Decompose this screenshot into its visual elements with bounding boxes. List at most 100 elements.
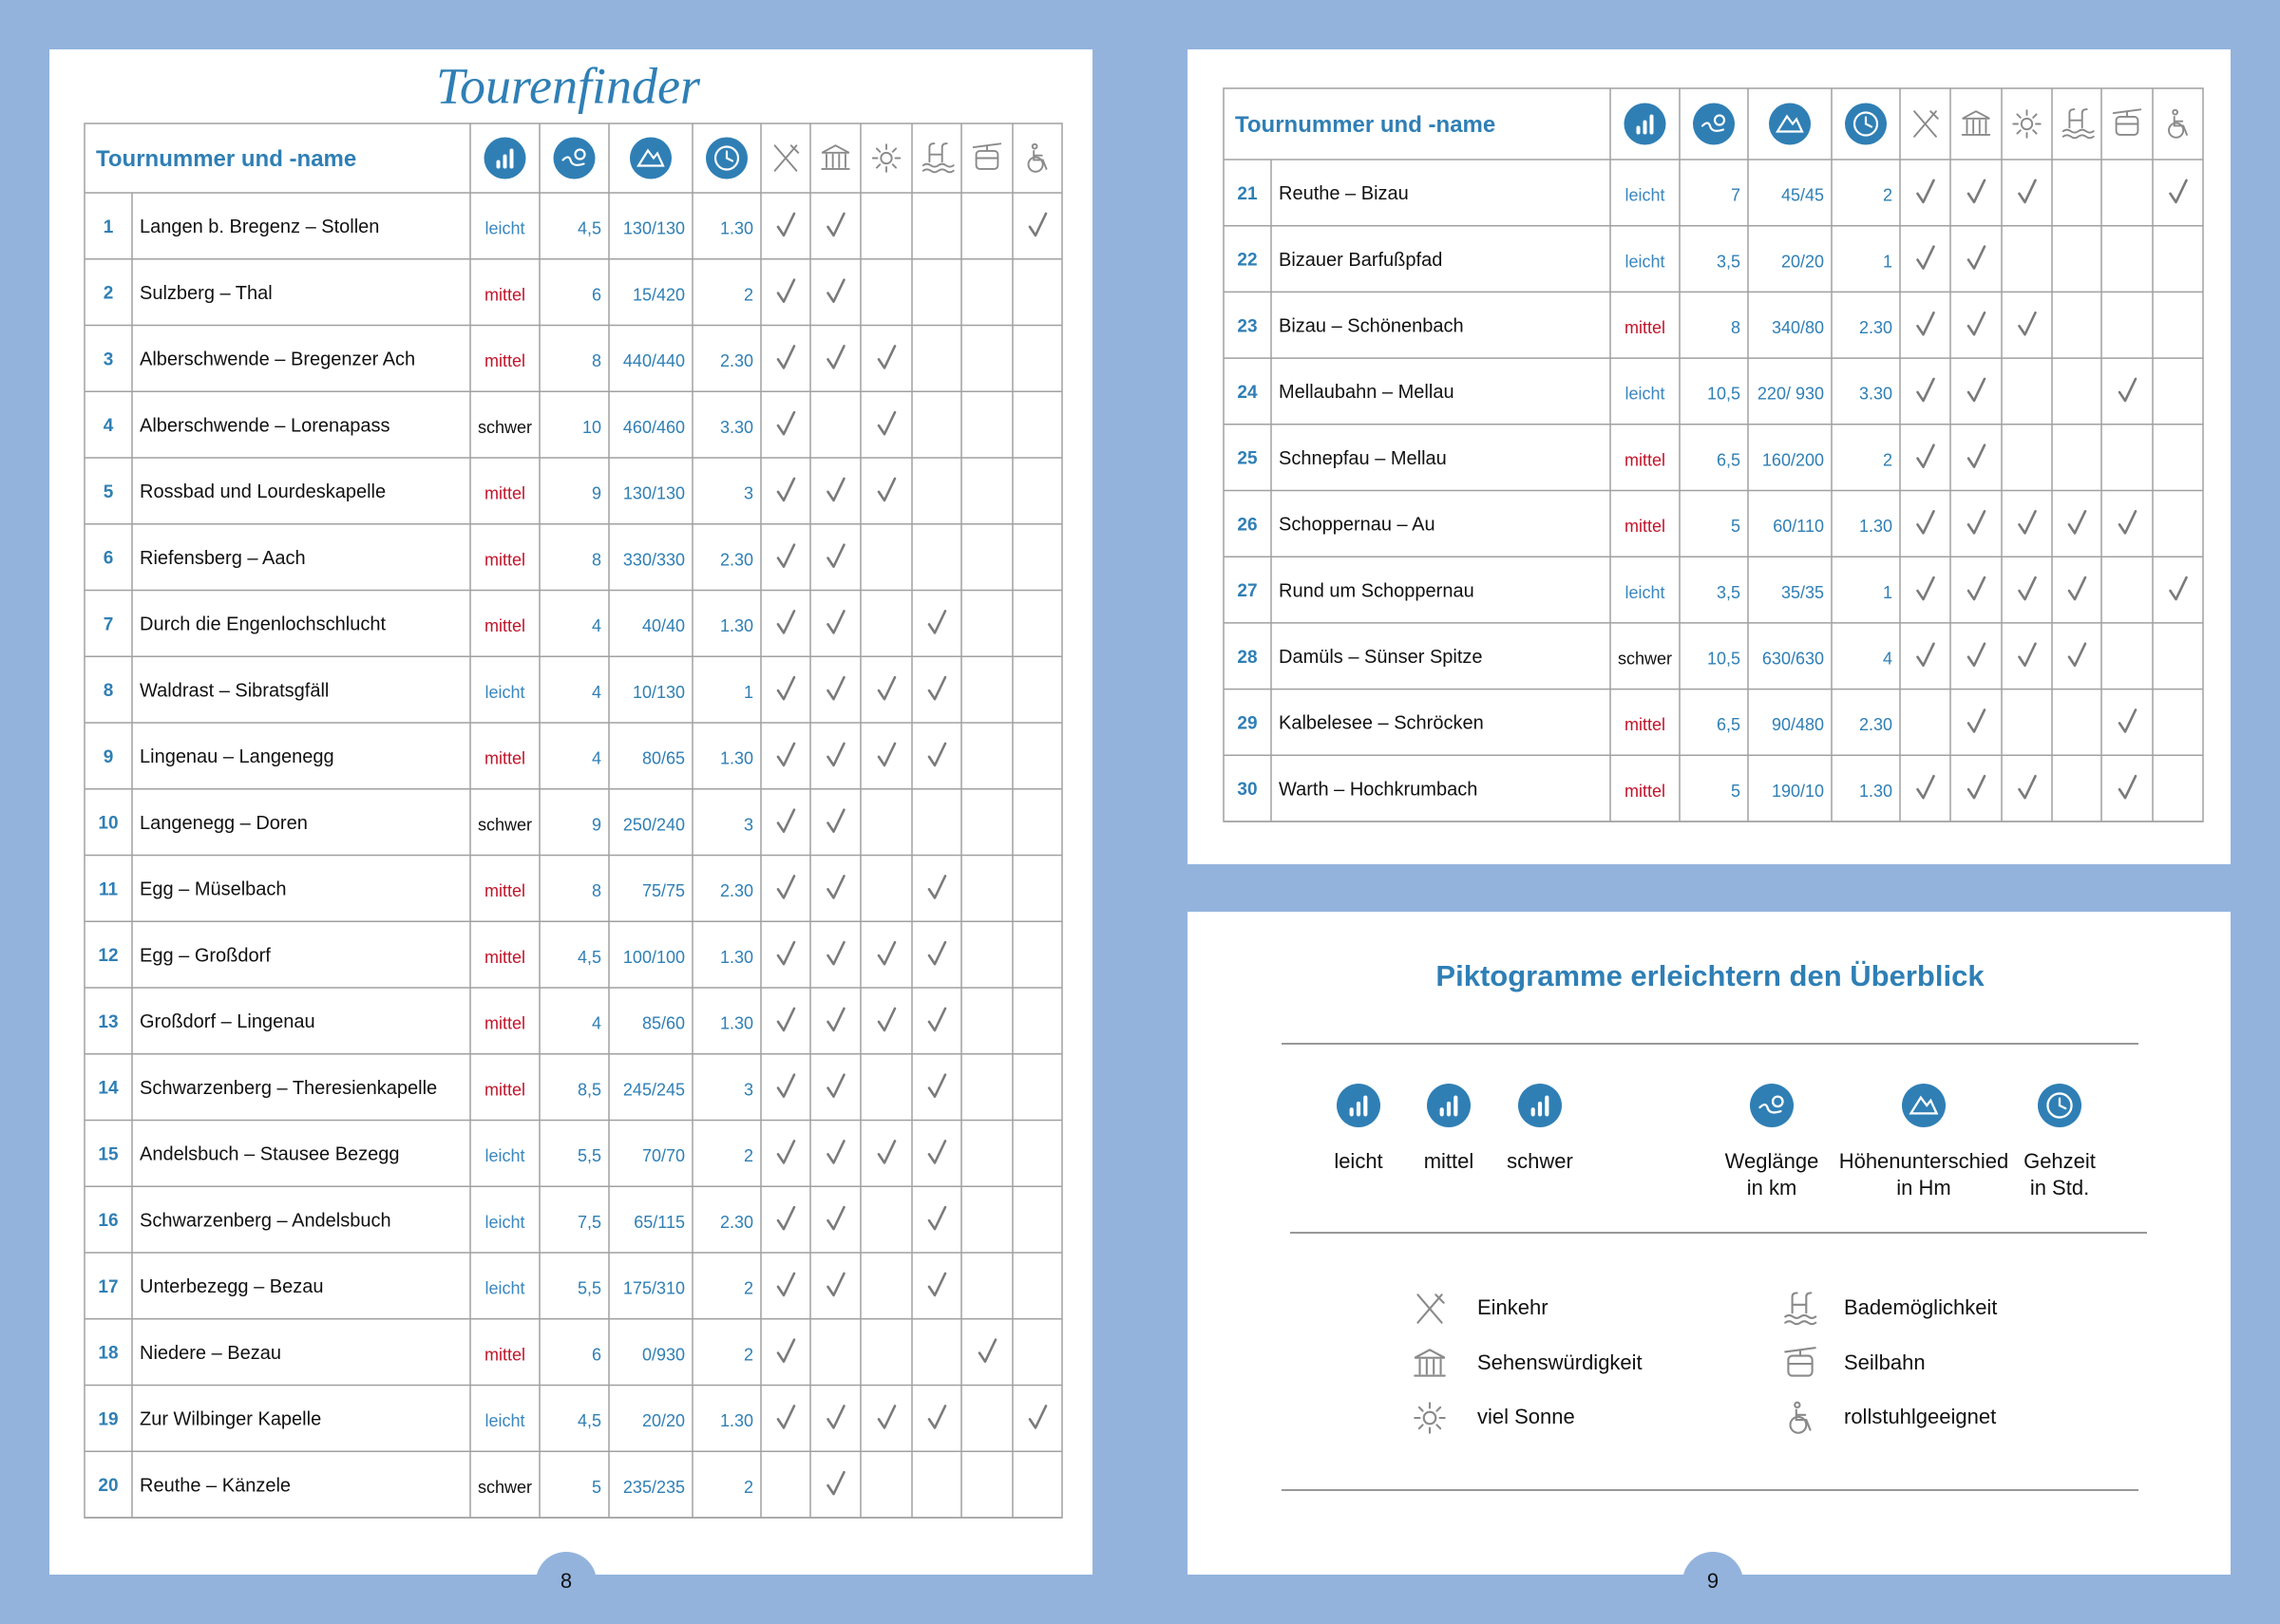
check-mark bbox=[1916, 642, 1935, 668]
icon-stroke bbox=[1416, 1294, 1445, 1324]
icon-stroke bbox=[1776, 114, 1804, 133]
page-number-badge bbox=[536, 1552, 597, 1613]
check-mark bbox=[776, 543, 796, 568]
check-mark bbox=[877, 1007, 897, 1032]
check-mark bbox=[776, 1338, 796, 1363]
tour-name: Zur Wilbinger Kapelle bbox=[140, 1409, 321, 1430]
legend-label: Sehenswürdigkeit bbox=[1477, 1350, 1643, 1374]
check-mark bbox=[776, 477, 796, 502]
check-mark bbox=[776, 1272, 796, 1297]
page-number: 8 bbox=[560, 1569, 572, 1593]
tour-number: 27 bbox=[1237, 581, 1257, 601]
tour-name: Durch die Engenlochschlucht bbox=[140, 614, 386, 635]
elevation: 20/20 bbox=[642, 1411, 685, 1430]
check-mark bbox=[1966, 708, 1986, 733]
duration: 3 bbox=[744, 815, 753, 834]
check-mark bbox=[776, 1007, 796, 1032]
distance: 6,5 bbox=[1717, 715, 1740, 734]
icon-stroke bbox=[1031, 142, 1038, 150]
tour-name: Egg – Großdorf bbox=[140, 945, 271, 966]
distance: 10 bbox=[582, 418, 601, 437]
distance: 5,5 bbox=[578, 1279, 601, 1298]
icon-stroke bbox=[821, 144, 850, 170]
tour-name: Waldrast – Sibratsgfäll bbox=[140, 680, 329, 701]
duration: 3.30 bbox=[720, 418, 753, 437]
legend-label: rollstuhlgeeignet bbox=[1844, 1405, 1996, 1428]
difficulty: leicht bbox=[1624, 385, 1664, 404]
distance: 4 bbox=[592, 616, 601, 635]
distance: 9 bbox=[592, 484, 601, 503]
icon-stroke bbox=[871, 143, 902, 173]
duration: 2.30 bbox=[720, 351, 753, 370]
tour-number: 17 bbox=[98, 1277, 118, 1297]
check-mark bbox=[1028, 212, 1048, 237]
icon-time bbox=[1845, 103, 1887, 145]
elevation: 20/20 bbox=[1781, 252, 1824, 271]
distance: 8 bbox=[592, 351, 601, 370]
legend-label: Bademöglichkeit bbox=[1844, 1295, 1997, 1319]
icon-wheelchair bbox=[1789, 1401, 1812, 1434]
tour-name: Warth – Hochkrumbach bbox=[1279, 779, 1477, 800]
check-mark bbox=[1966, 510, 1986, 535]
duration: 1.30 bbox=[720, 948, 753, 967]
check-mark bbox=[1028, 1405, 1048, 1429]
tour-number: 28 bbox=[1237, 648, 1257, 668]
tour-number: 14 bbox=[98, 1079, 119, 1099]
check-mark bbox=[877, 477, 897, 502]
check-mark bbox=[927, 742, 947, 767]
duration: 2.30 bbox=[720, 881, 753, 900]
tour-name: Mellaubahn – Mellau bbox=[1279, 382, 1454, 403]
tour-number: 21 bbox=[1237, 184, 1258, 204]
duration: 2.30 bbox=[1859, 318, 1892, 337]
tour-name: Langenegg – Doren bbox=[140, 813, 308, 834]
check-mark bbox=[1916, 444, 1935, 468]
icon-stroke bbox=[1414, 1402, 1446, 1434]
icon-difficulty bbox=[1518, 1084, 1562, 1127]
tour-number: 10 bbox=[98, 814, 118, 834]
duration: 1.30 bbox=[720, 1014, 753, 1033]
check-mark bbox=[2018, 774, 2037, 800]
icon-stroke bbox=[1422, 1410, 1437, 1426]
icon-stroke bbox=[1794, 1401, 1801, 1409]
tour-number: 4 bbox=[104, 416, 114, 436]
icon-sight bbox=[1961, 110, 1991, 136]
tour-name: Kalbelesee – Schröcken bbox=[1279, 713, 1484, 734]
distance: 5 bbox=[1731, 782, 1740, 801]
elevation: 80/65 bbox=[642, 749, 685, 768]
check-mark bbox=[776, 1205, 796, 1231]
legend-title: Piktogramme erleichtern den Überblick bbox=[1435, 959, 1985, 992]
legend-label: schwer bbox=[1507, 1149, 1573, 1173]
tour-number: 8 bbox=[104, 681, 114, 701]
tour-number: 20 bbox=[98, 1476, 118, 1496]
difficulty: leicht bbox=[1624, 583, 1664, 602]
duration: 1 bbox=[1883, 583, 1892, 602]
icon-stroke bbox=[2168, 122, 2185, 139]
difficulty: leicht bbox=[484, 1146, 524, 1165]
difficulty: mittel bbox=[1624, 782, 1665, 801]
check-mark bbox=[776, 610, 796, 634]
icon-hm bbox=[630, 137, 672, 179]
icon-difficulty bbox=[484, 137, 526, 179]
tour-name: Lingenau – Langenegg bbox=[140, 746, 334, 767]
check-mark bbox=[927, 1140, 947, 1164]
check-mark bbox=[877, 742, 897, 767]
check-mark bbox=[776, 675, 796, 701]
tour-name: Riefensberg – Aach bbox=[140, 548, 306, 569]
tour-number: 26 bbox=[1237, 515, 1257, 535]
elevation: 340/80 bbox=[1772, 318, 1824, 337]
icon-bath bbox=[1784, 1292, 1817, 1326]
difficulty: leicht bbox=[484, 219, 524, 238]
check-mark bbox=[2169, 179, 2188, 204]
check-mark bbox=[826, 477, 846, 502]
duration: 1 bbox=[1883, 252, 1892, 271]
check-mark bbox=[927, 1073, 947, 1098]
tour-name: Großdorf – Lingenau bbox=[140, 1011, 315, 1032]
check-mark bbox=[927, 610, 947, 634]
icon-circle bbox=[1693, 103, 1735, 145]
check-mark bbox=[877, 410, 897, 436]
difficulty: mittel bbox=[484, 1080, 525, 1099]
check-mark bbox=[2118, 708, 2138, 733]
check-mark bbox=[826, 345, 846, 369]
icon-stroke bbox=[2112, 108, 2142, 118]
elevation: 245/245 bbox=[623, 1080, 685, 1099]
